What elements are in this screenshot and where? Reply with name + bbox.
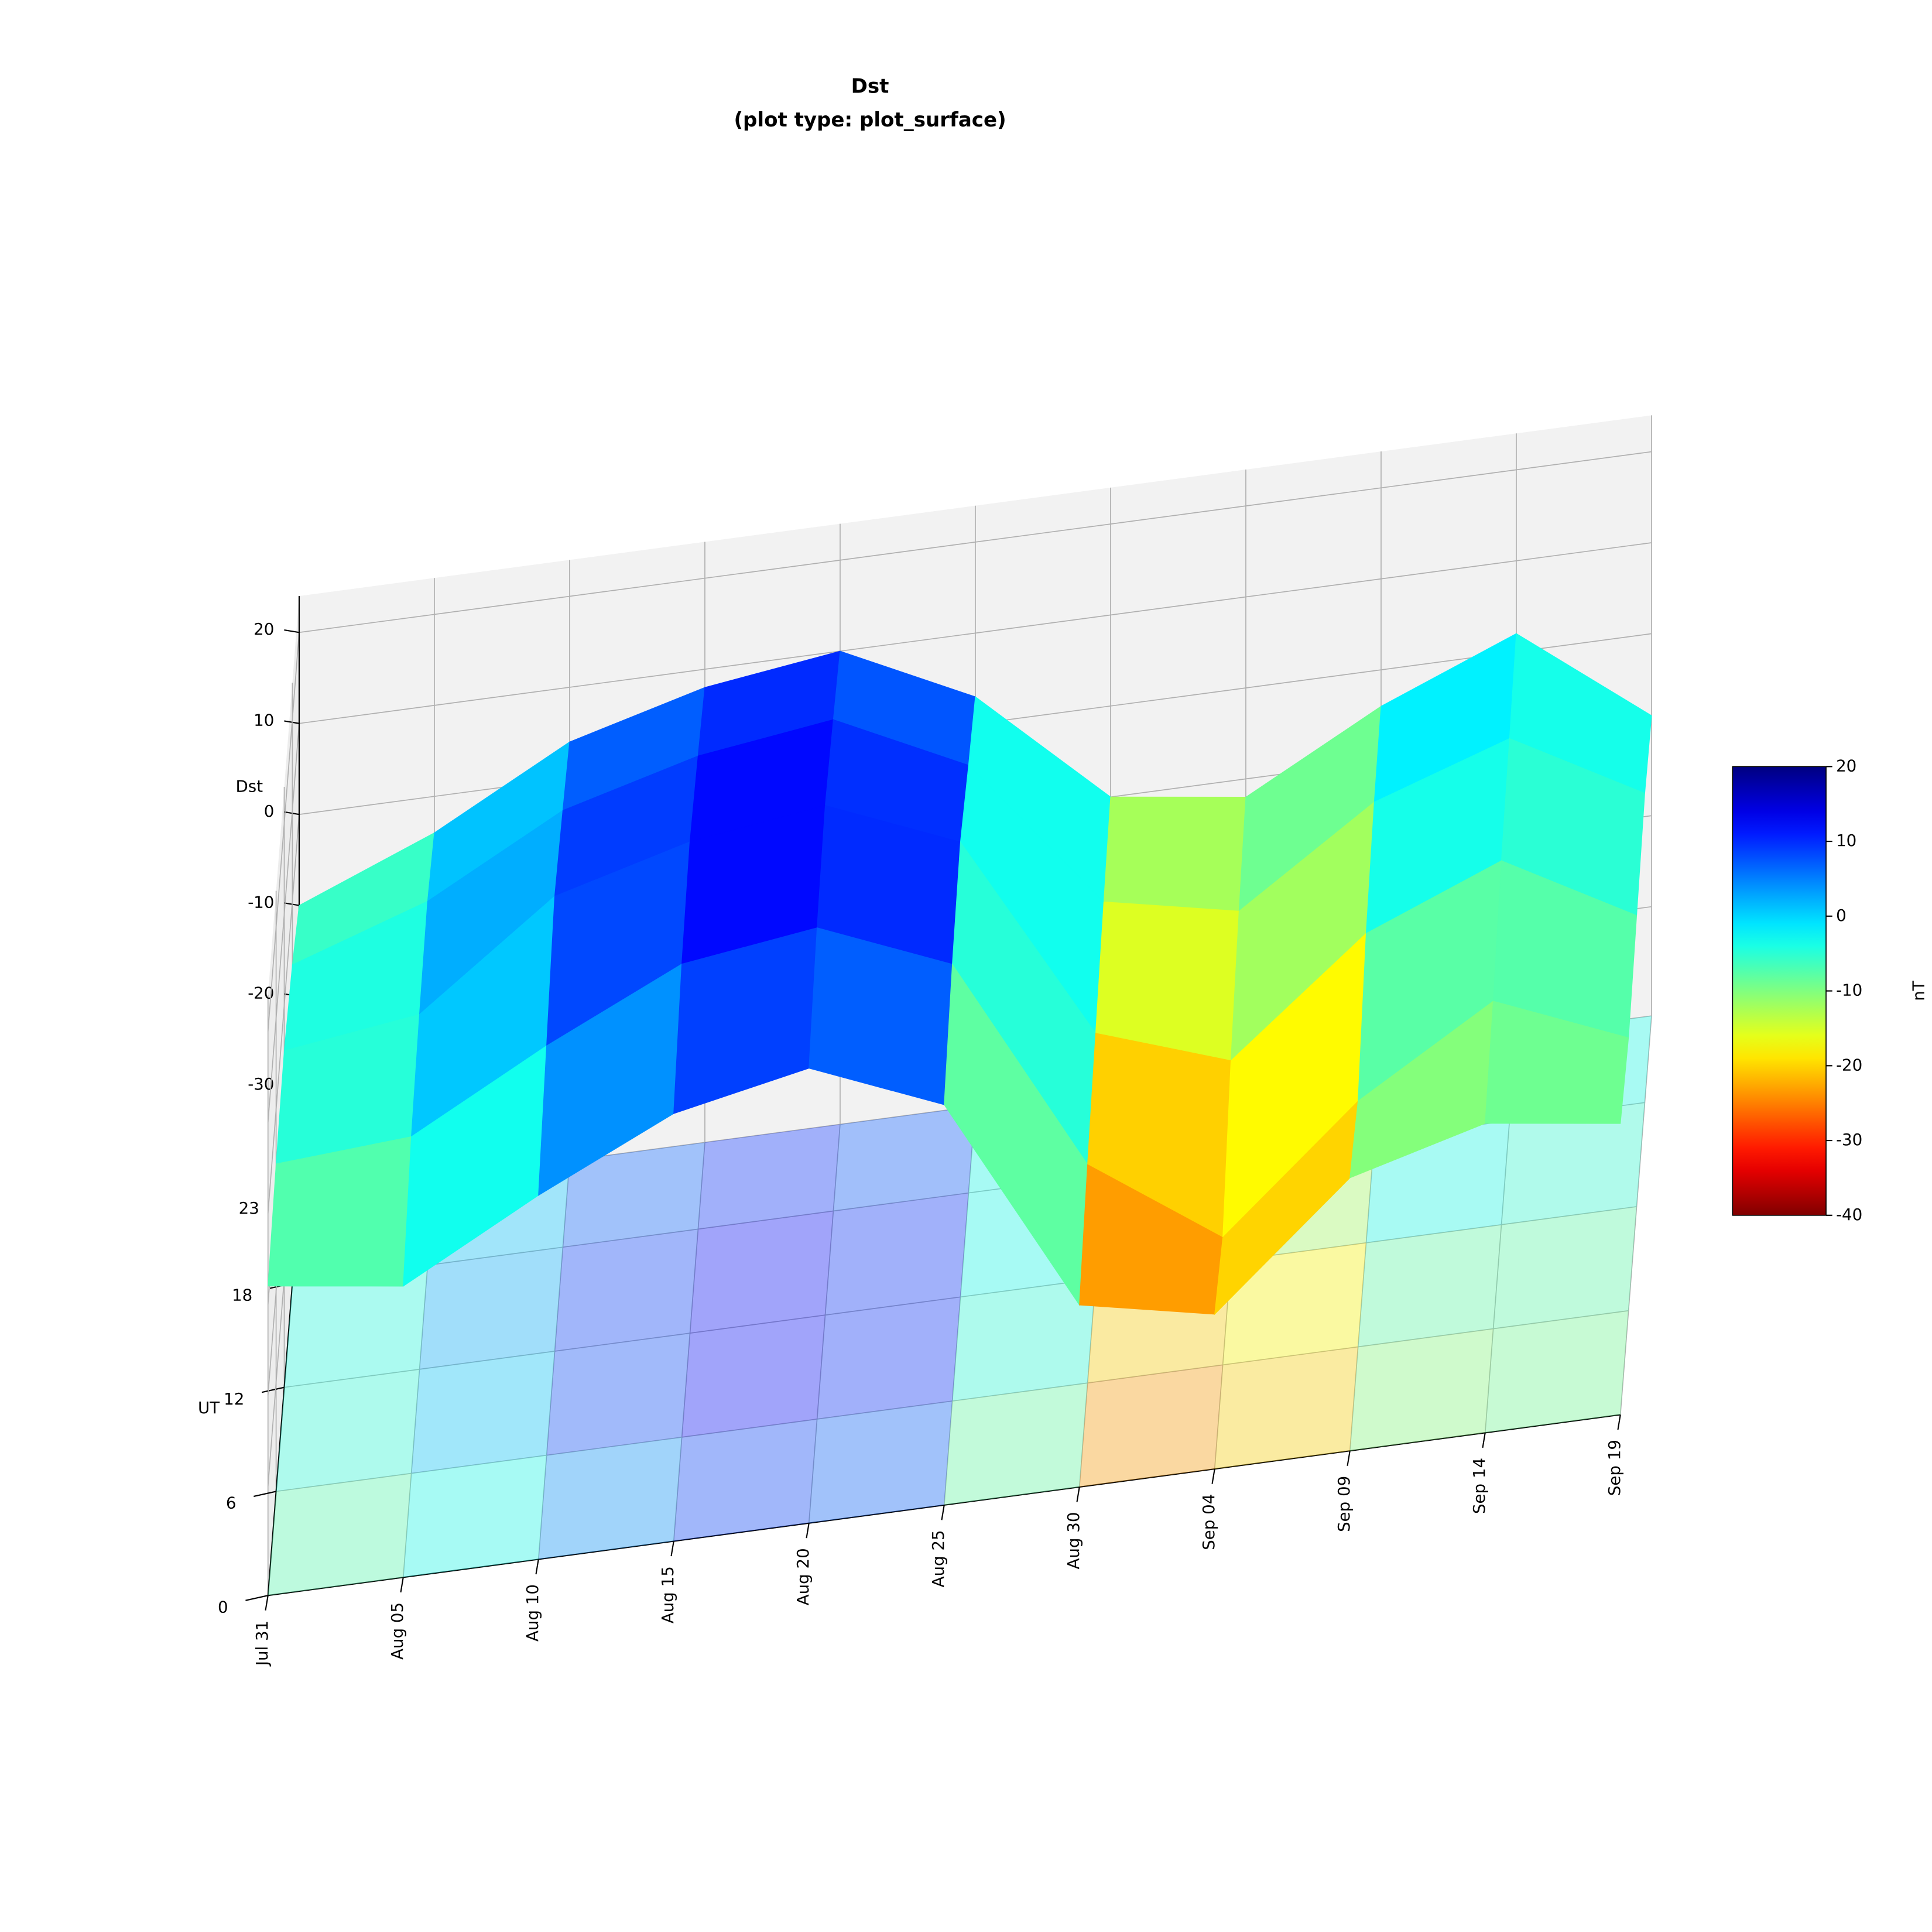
floor-contour bbox=[563, 1142, 705, 1248]
colorbar-label: nT bbox=[1909, 981, 1928, 1001]
x-tick-label: Jul 31 bbox=[252, 1621, 272, 1667]
floor-contour bbox=[809, 1401, 953, 1523]
colorbar-tick-label: -40 bbox=[1836, 1205, 1862, 1224]
y-grid-line bbox=[276, 1310, 1629, 1492]
x-tick bbox=[1347, 1451, 1351, 1466]
floor-contour bbox=[268, 1473, 412, 1596]
x-tick bbox=[1482, 1433, 1486, 1448]
x-tick bbox=[535, 1559, 539, 1575]
floor-contour bbox=[952, 1279, 1096, 1402]
x-tick-label: Aug 05 bbox=[388, 1602, 407, 1660]
y-tick-label: 23 bbox=[239, 1198, 259, 1218]
x-tick bbox=[941, 1505, 945, 1520]
x-tick-label: Aug 20 bbox=[793, 1548, 813, 1605]
floor-contour bbox=[1349, 1328, 1493, 1451]
colorbar-tick-label: 0 bbox=[1836, 906, 1847, 925]
surface-patch bbox=[1485, 1001, 1629, 1124]
colorbar-tick-label: -30 bbox=[1836, 1130, 1862, 1149]
x-tick-label: Sep 04 bbox=[1199, 1494, 1218, 1550]
x-tick-label: Aug 15 bbox=[658, 1566, 677, 1623]
z-tick bbox=[284, 629, 300, 633]
z-tick-label: 20 bbox=[254, 619, 274, 639]
plot-area: Jul 31 Aug 05 Aug 10 Aug 15 Aug 20 Aug 25 Aug … bbox=[198, 415, 1652, 1667]
chart-title: Dst bbox=[851, 75, 889, 98]
x-tick bbox=[1211, 1468, 1215, 1484]
z-tick-label: -10 bbox=[248, 892, 274, 912]
x-tick-label: Sep 09 bbox=[1334, 1476, 1354, 1532]
floor-contour bbox=[419, 1247, 563, 1369]
surface-patch bbox=[1103, 796, 1246, 912]
floor-contour bbox=[1493, 1206, 1637, 1329]
surface-patch bbox=[1095, 901, 1239, 1061]
colorbar-tick-label: -10 bbox=[1836, 981, 1862, 1000]
chart-subtitle: (plot type: plot_surface) bbox=[734, 108, 1006, 132]
floor-contour bbox=[538, 1437, 682, 1560]
z-axis-label: Dst bbox=[236, 776, 263, 796]
x-tick-label: Aug 30 bbox=[1064, 1512, 1083, 1570]
y-tick-label: 12 bbox=[224, 1389, 244, 1409]
x-tick bbox=[806, 1523, 810, 1539]
floor-contour bbox=[411, 1351, 555, 1474]
x-tick-label: Sep 14 bbox=[1469, 1458, 1489, 1514]
x-tick-label: Aug 10 bbox=[523, 1584, 542, 1642]
colorbar-tick-label: 20 bbox=[1836, 756, 1856, 775]
floor-contour bbox=[546, 1333, 690, 1455]
colorbar-tick-label: 10 bbox=[1836, 831, 1856, 850]
z-tick-label: 10 bbox=[254, 710, 274, 729]
floor-contour bbox=[403, 1455, 547, 1578]
floor-contour bbox=[1079, 1365, 1223, 1487]
floor-contour bbox=[276, 1369, 420, 1492]
z-tick-label: -20 bbox=[248, 984, 274, 1003]
y-axis-label: UT bbox=[198, 1398, 220, 1417]
y-tick bbox=[261, 1386, 285, 1393]
x-tick bbox=[1617, 1414, 1621, 1430]
y-tick bbox=[245, 1595, 268, 1601]
x-axis-line bbox=[268, 1414, 1621, 1597]
floor-contour bbox=[698, 1124, 840, 1229]
x-tick bbox=[1076, 1486, 1080, 1502]
floor-contour bbox=[681, 1315, 825, 1437]
floor-contour bbox=[1501, 1102, 1645, 1225]
x-tick bbox=[670, 1541, 674, 1557]
floor-contour bbox=[817, 1297, 961, 1419]
y-grid-line bbox=[284, 1206, 1637, 1388]
floor-contour bbox=[690, 1211, 834, 1334]
x-tick-label: Aug 25 bbox=[929, 1530, 948, 1587]
floor-contour bbox=[554, 1229, 698, 1351]
floor-contour bbox=[1358, 1224, 1502, 1347]
x-tick-label: Sep 19 bbox=[1605, 1440, 1624, 1496]
floor-contour bbox=[284, 1265, 428, 1388]
colorbar bbox=[1732, 766, 1827, 1216]
z-tick-label: -30 bbox=[248, 1074, 274, 1094]
floor-contour bbox=[833, 1106, 975, 1211]
y-tick bbox=[254, 1491, 276, 1497]
z-tick-label: 0 bbox=[264, 801, 275, 821]
floor-contour bbox=[944, 1383, 1088, 1505]
floor-contour bbox=[825, 1193, 969, 1316]
floor-contour bbox=[673, 1419, 817, 1542]
floor-contour bbox=[1485, 1310, 1629, 1433]
y-tick-label: 6 bbox=[226, 1493, 237, 1513]
y-tick-label: 18 bbox=[232, 1285, 252, 1304]
floor-contour bbox=[1222, 1242, 1366, 1365]
x-tick bbox=[265, 1595, 269, 1611]
colorbar-tick-label: -20 bbox=[1836, 1055, 1862, 1074]
x-tick bbox=[400, 1577, 404, 1593]
y-tick-label: 0 bbox=[218, 1597, 228, 1616]
floor-contour bbox=[1214, 1347, 1358, 1469]
